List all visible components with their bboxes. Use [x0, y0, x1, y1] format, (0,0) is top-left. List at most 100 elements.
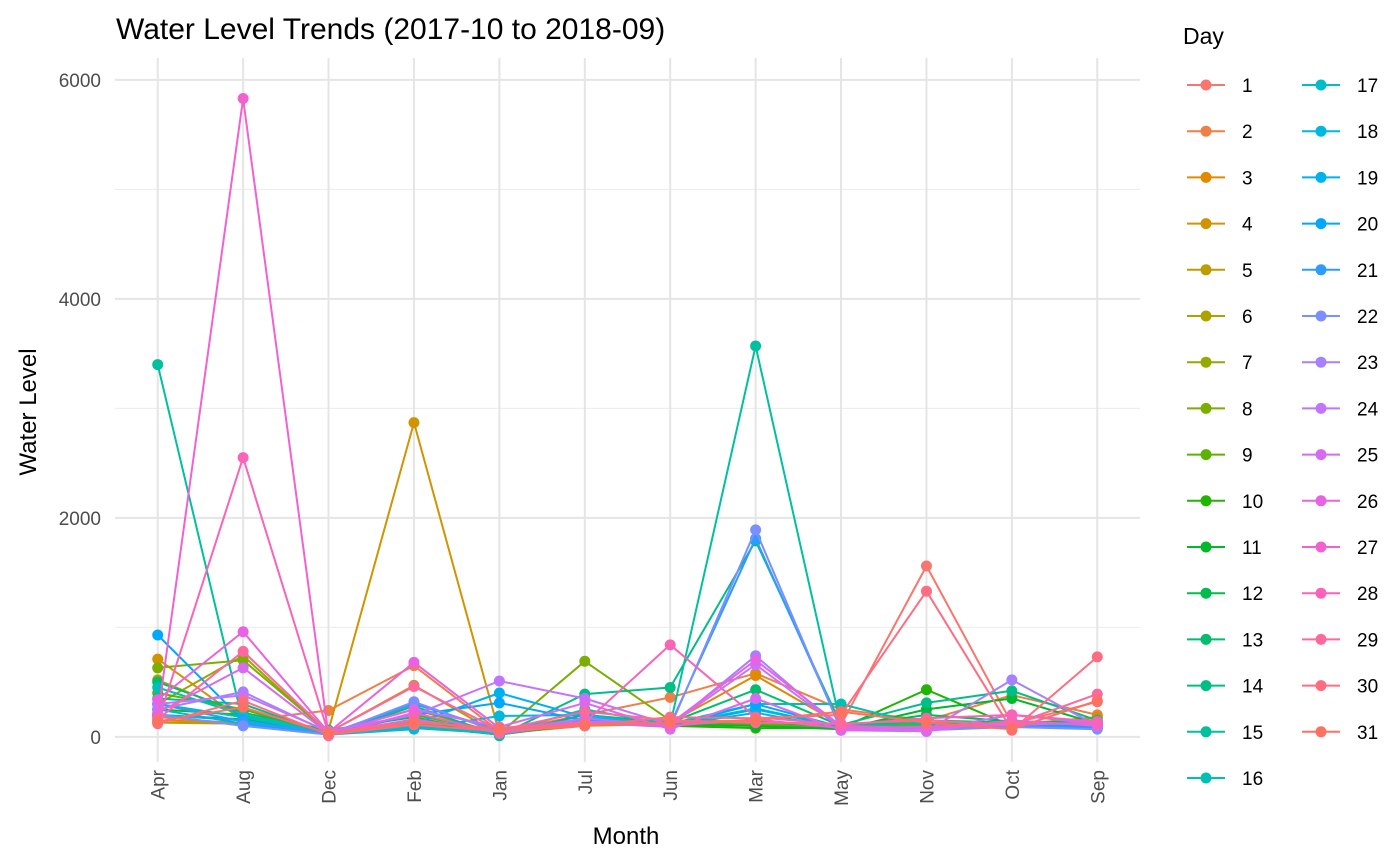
grid-lines [115, 58, 1140, 762]
series-line [156, 456, 1098, 735]
legend-item: 7 [1187, 353, 1253, 374]
legend-item: 20 [1302, 215, 1378, 236]
data-point [1006, 723, 1018, 735]
data-point [152, 359, 164, 371]
legend-label: 10 [1242, 492, 1263, 513]
legend-key-point [1200, 587, 1212, 599]
y-tick-label: 6000 [59, 71, 101, 92]
data-point [408, 717, 420, 729]
data-point [1006, 709, 1018, 721]
legend-label: 15 [1242, 723, 1263, 744]
legend-key-point [1200, 680, 1212, 692]
legend-key-point [1315, 449, 1327, 461]
legend-item: 11 [1187, 538, 1262, 559]
legend-key-point [1200, 310, 1212, 322]
x-axis-ticks: Apr Aug Dec Feb Jan Jul Jun Mar May Nov Oct Sep [149, 769, 1110, 806]
legend-key-point [1200, 726, 1212, 738]
series-line [157, 421, 1098, 735]
series-27 [152, 93, 1103, 742]
legend-key-point [1200, 449, 1212, 461]
legend-key-point [1315, 633, 1327, 645]
data-point [835, 698, 847, 710]
legend-item: 28 [1302, 584, 1378, 605]
data-point [408, 680, 420, 692]
legend-item: 8 [1187, 399, 1253, 420]
data-point [408, 656, 420, 668]
legend-key-point [1200, 356, 1212, 368]
data-point [579, 706, 591, 718]
x-tick-label: Feb [405, 770, 426, 803]
legend-item: 14 [1187, 677, 1264, 698]
legend-item: 3 [1187, 168, 1253, 189]
data-point [1091, 695, 1103, 707]
legend-key-point [1200, 495, 1212, 507]
series-28 [152, 452, 1103, 740]
data-point [237, 654, 249, 666]
legend-key-point [1315, 726, 1327, 738]
legend-label: 12 [1242, 584, 1263, 605]
legend-key-point [1200, 218, 1212, 230]
data-point [750, 714, 762, 726]
data-point [750, 670, 762, 682]
legend-label: 30 [1357, 677, 1378, 698]
series-15 [152, 340, 1103, 741]
x-tick-label: Oct [1003, 769, 1024, 799]
y-axis-title: Water Level [15, 348, 42, 475]
legend-key-point [1315, 125, 1327, 137]
legend-label: 29 [1357, 630, 1378, 651]
legend-label: 28 [1357, 584, 1378, 605]
x-tick-label: Mar [747, 769, 768, 802]
y-tick-label: 4000 [59, 290, 101, 311]
data-point [152, 629, 164, 641]
legend-key-point [1200, 171, 1212, 183]
legend-label: 22 [1357, 307, 1378, 328]
data-point [579, 697, 591, 709]
legend-item: 29 [1302, 630, 1378, 651]
series-line [157, 699, 1098, 735]
legend-item: 2 [1187, 122, 1253, 143]
legend-label: 27 [1357, 538, 1378, 559]
legend-item: 22 [1302, 307, 1378, 328]
legend-label: 26 [1357, 492, 1378, 513]
x-tick-label: Dec [320, 770, 341, 804]
x-tick-label: Jun [661, 770, 682, 801]
legend-item: 18 [1302, 122, 1378, 143]
legend-label: 19 [1357, 168, 1378, 189]
x-tick-label: May [832, 770, 853, 806]
legend-key-point [1200, 541, 1212, 553]
data-point [750, 524, 762, 536]
legend-label: 25 [1357, 446, 1378, 467]
legend-label: 17 [1357, 76, 1378, 97]
legend-label: 14 [1242, 677, 1264, 698]
legend-key-point [1200, 772, 1212, 784]
legend-label: 5 [1242, 261, 1253, 282]
legend-item: 1 [1187, 76, 1253, 97]
data-point [835, 706, 847, 718]
legend-item: 4 [1187, 215, 1253, 236]
data-point [237, 701, 249, 713]
legend-item: 12 [1187, 584, 1263, 605]
x-axis-title: Month [593, 823, 660, 850]
x-tick-label: Nov [917, 770, 938, 804]
legend-label: 21 [1357, 261, 1378, 282]
data-point [920, 585, 932, 597]
legend-label: 4 [1242, 215, 1253, 236]
data-point [750, 684, 762, 696]
legend: 1234567891011121314151617181920212223242… [1187, 76, 1379, 790]
data-point [920, 684, 932, 696]
legend-label: 11 [1242, 538, 1262, 559]
legend-key-point [1315, 402, 1327, 414]
data-point [493, 710, 505, 722]
legend-key-point [1200, 402, 1212, 414]
legend-key-point [1200, 264, 1212, 276]
legend-item: 31 [1302, 723, 1378, 744]
legend-item: 9 [1187, 446, 1253, 467]
data-point [493, 675, 505, 687]
legend-key-point [1315, 495, 1327, 507]
data-point [1006, 674, 1018, 686]
data-point [664, 639, 676, 651]
legend-label: 8 [1242, 399, 1253, 420]
legend-key-point [1315, 680, 1327, 692]
legend-item: 27 [1302, 538, 1378, 559]
y-tick-label: 0 [90, 728, 101, 749]
